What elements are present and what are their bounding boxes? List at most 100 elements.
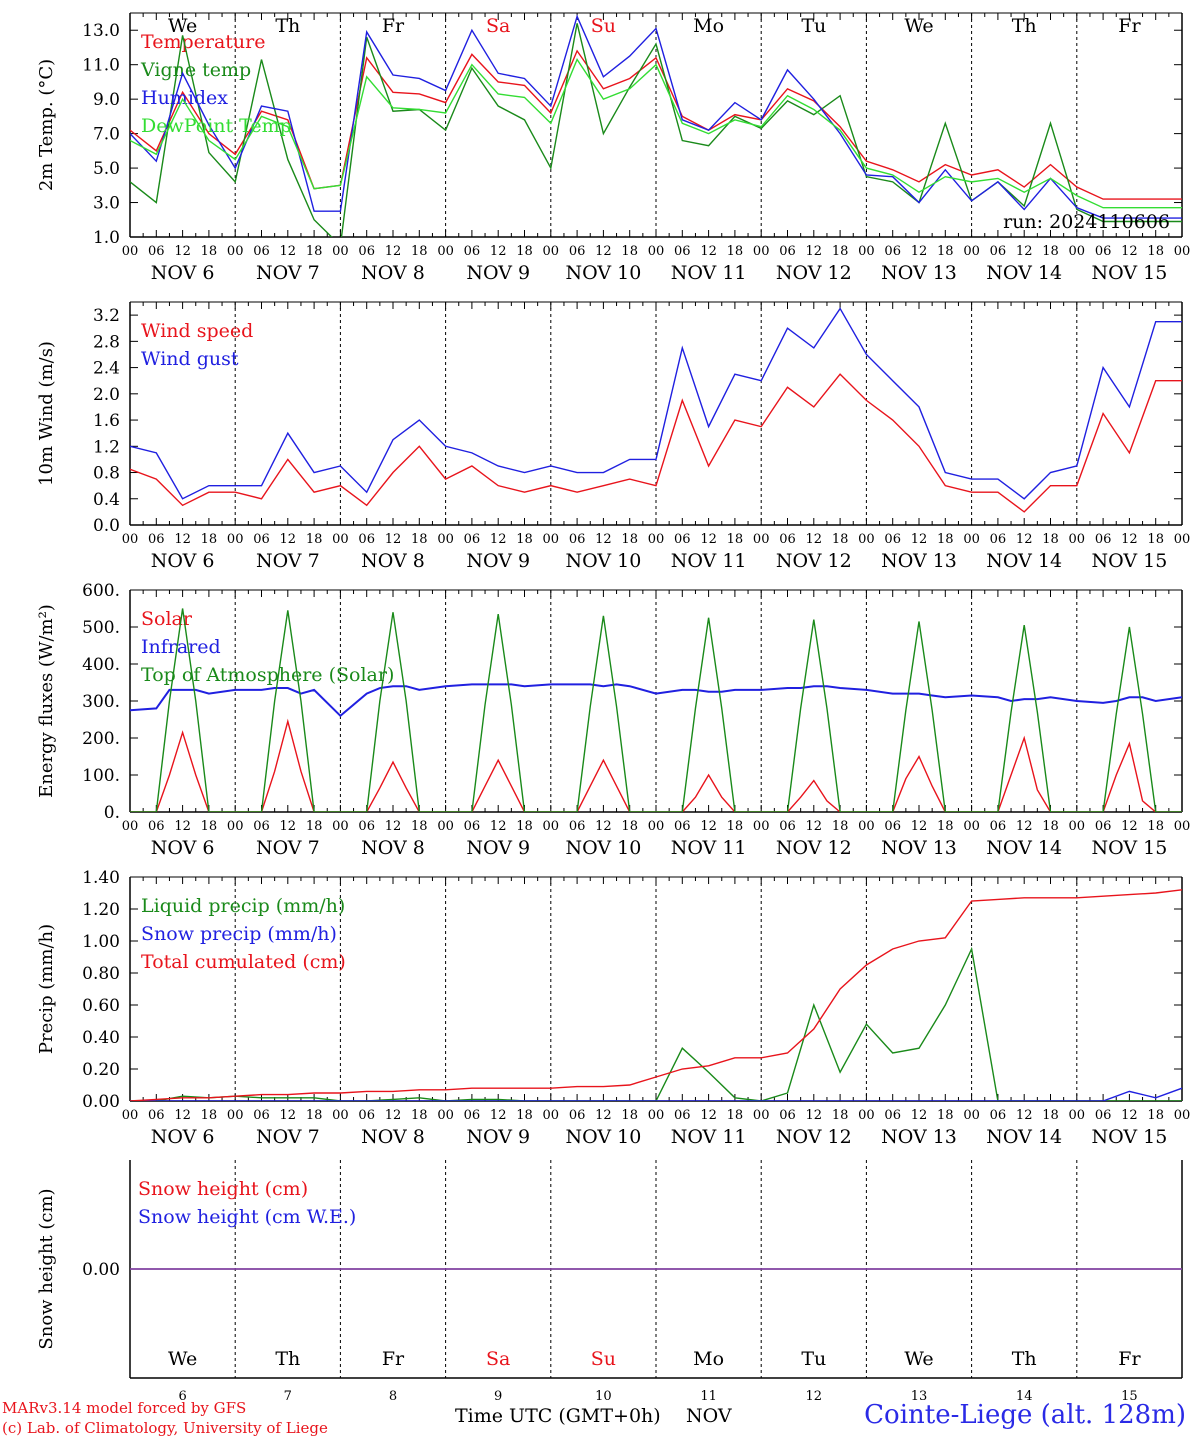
hour-tick-label: 06 [779, 532, 796, 547]
date-label: NOV 9 [466, 1126, 530, 1148]
hour-tick-label: 12 [385, 532, 402, 547]
hour-tick-label: 06 [674, 1108, 691, 1123]
series-line-2 [130, 307, 1182, 500]
weekday-label: We [168, 1348, 197, 1370]
hour-tick-label: 00 [1069, 1108, 1086, 1123]
y-tick-label: 1.00 [82, 932, 120, 952]
hour-tick-label: 06 [1095, 244, 1112, 259]
hour-tick-label: 06 [1095, 532, 1112, 547]
hour-tick-label: 06 [990, 1108, 1007, 1123]
hour-tick-label: 00 [1069, 819, 1086, 834]
y-tick-label: 3.2 [93, 306, 120, 326]
hour-tick-label: 18 [1042, 532, 1059, 547]
hour-tick-label: 18 [411, 1108, 428, 1123]
hour-tick-label: 18 [727, 532, 744, 547]
weekday-label: Fr [1118, 1348, 1141, 1370]
hour-tick-label: 06 [358, 1108, 375, 1123]
hour-tick-label: 18 [201, 819, 218, 834]
hour-tick-label: 00 [648, 819, 665, 834]
hour-tick-label: 12 [595, 819, 612, 834]
hour-tick-label: 12 [385, 819, 402, 834]
hour-tick-label: 18 [832, 532, 849, 547]
hour-tick-label: 06 [148, 1108, 165, 1123]
hour-tick-label: 06 [990, 819, 1007, 834]
hour-tick-label: 00 [122, 244, 139, 259]
date-label: NOV 10 [565, 837, 641, 859]
hour-tick-label: 00 [122, 532, 139, 547]
weekday-label: Mo [693, 1348, 724, 1370]
hour-tick-label: 06 [884, 1108, 901, 1123]
hour-tick-label: 00 [332, 819, 349, 834]
legend-entry: Vigne temp [140, 59, 251, 81]
hour-tick-label: 18 [937, 244, 954, 259]
hour-tick-label: 12 [700, 244, 717, 259]
hour-tick-label: 18 [621, 532, 638, 547]
date-label: NOV 13 [881, 550, 957, 572]
hour-tick-label: 06 [464, 244, 481, 259]
hour-tick-label: 06 [569, 244, 586, 259]
date-label: NOV 8 [361, 1126, 425, 1148]
hour-tick-label: 18 [832, 1108, 849, 1123]
hour-tick-label: 06 [884, 244, 901, 259]
hour-tick-label: 18 [306, 244, 323, 259]
y-tick-label: 3.0 [93, 194, 120, 214]
y-axis-label: Energy fluxes (W/m²) [36, 604, 57, 798]
hour-tick-label: 12 [385, 1108, 402, 1123]
date-label: NOV 9 [466, 262, 530, 284]
hour-tick-label: 06 [884, 819, 901, 834]
chart-panel-4: 00 06 12 18 NOV 6 00 06 12 18 NOV 7 00 06 12 18 NOV 8 0… [36, 868, 1190, 1148]
day-number-label: 9 [494, 1389, 502, 1404]
legend-entry: Liquid precip (mm/h) [141, 895, 345, 917]
hour-tick-label: 06 [779, 244, 796, 259]
y-tick-label: 0.20 [82, 1060, 120, 1080]
weekday-label: We [904, 1348, 933, 1370]
legend-entry: Snow height (cm W.E.) [138, 1206, 356, 1228]
hour-tick-label: 18 [1042, 819, 1059, 834]
weekday-label: Th [275, 15, 300, 37]
date-label: NOV 15 [1091, 837, 1167, 859]
hour-tick-label: 18 [1042, 244, 1059, 259]
hour-tick-label: 12 [174, 532, 191, 547]
hour-tick-label: 06 [253, 1108, 270, 1123]
hour-tick-label: 12 [490, 1108, 507, 1123]
legend-entry: Wind speed [141, 320, 253, 342]
date-label: NOV 15 [1091, 550, 1167, 572]
hour-tick-label: 12 [174, 1108, 191, 1123]
hour-tick-label: 18 [621, 1108, 638, 1123]
y-tick-label: 0.60 [82, 996, 120, 1016]
y-tick-label: 1.6 [93, 411, 120, 431]
weekday-label: Tu [801, 1348, 826, 1370]
date-label: NOV 11 [671, 1126, 747, 1148]
legend-entry: Snow height (cm) [138, 1178, 308, 1200]
weekday-label: We [168, 15, 197, 37]
series-line-1 [130, 49, 1182, 200]
hour-tick-label: 00 [543, 532, 560, 547]
weekday-label: Fr [1118, 15, 1141, 37]
hour-tick-label: 00 [963, 532, 980, 547]
chart-panel-2: 00 06 12 18 NOV 6 00 06 12 18 NOV 7 00 06 12 18 NOV 8 0… [36, 301, 1190, 572]
date-label: NOV 14 [986, 1126, 1062, 1148]
y-tick-label: 600. [82, 581, 120, 601]
hour-tick-label: 12 [1016, 532, 1033, 547]
hour-tick-label: 18 [727, 819, 744, 834]
hour-tick-label: 00 [648, 1108, 665, 1123]
hour-tick-label: 12 [1016, 819, 1033, 834]
hour-tick-label: 12 [174, 819, 191, 834]
hour-tick-label: 18 [937, 819, 954, 834]
hour-tick-label: 12 [806, 819, 823, 834]
hour-tick-label: 18 [306, 1108, 323, 1123]
y-tick-label: 1.2 [93, 437, 120, 457]
hour-tick-label: 06 [1095, 819, 1112, 834]
hour-tick-label: 12 [280, 244, 297, 259]
day-number-label: 13 [911, 1389, 928, 1404]
series-line-2 [130, 683, 1182, 718]
hour-tick-label: 12 [806, 244, 823, 259]
hour-tick-label: 18 [411, 244, 428, 259]
date-label: NOV 11 [671, 550, 747, 572]
hour-tick-label: 12 [280, 819, 297, 834]
legend-entry: Wind gust [141, 348, 239, 370]
hour-tick-label: 18 [516, 244, 533, 259]
date-label: NOV 12 [776, 837, 852, 859]
hour-tick-label: 06 [674, 532, 691, 547]
hour-tick-label: 06 [569, 532, 586, 547]
